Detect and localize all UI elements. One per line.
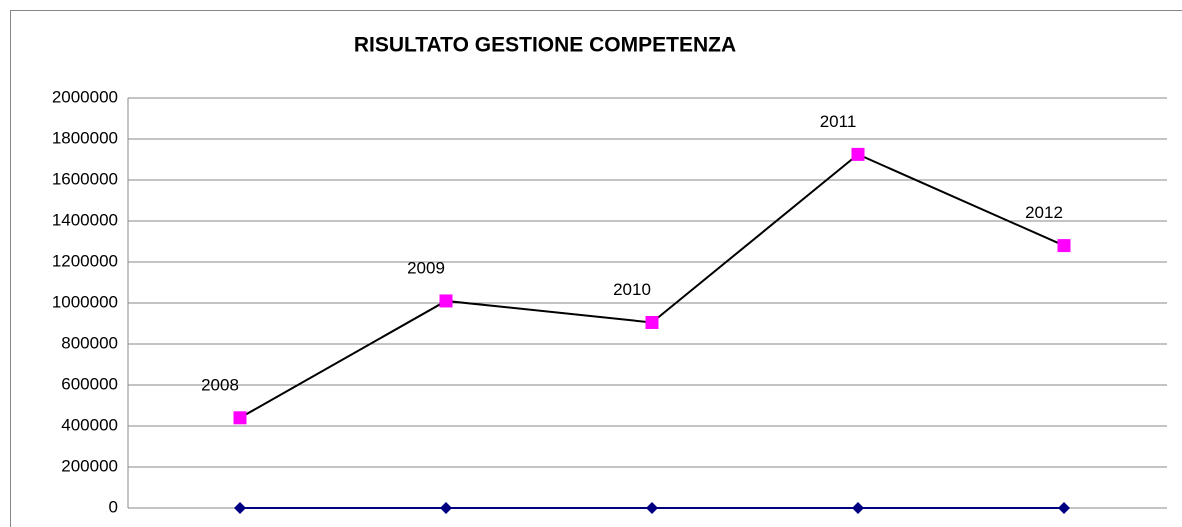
marker [646,502,658,514]
y-tick-label: 800000 [61,333,118,352]
y-tick-label: 1000000 [52,292,118,311]
y-tick-label: 0 [109,497,118,516]
marker [852,502,864,514]
y-tick-label: 1200000 [52,251,118,270]
chart-title: RISULTATO GESTIONE COMPETENZA [354,34,736,57]
data-label: 2008 [201,375,239,394]
marker [234,502,246,514]
marker [439,294,453,308]
y-tick-label: 400000 [61,415,118,434]
data-label: 2009 [407,258,445,277]
y-tick-label: 2000000 [52,87,118,106]
data-label: 2012 [1025,203,1063,222]
y-tick-label: 1800000 [52,128,118,147]
marker [233,411,247,425]
marker [645,315,659,329]
data-label: 2011 [820,112,857,131]
y-tick-label: 600000 [61,374,118,393]
data-label: 2010 [613,280,651,299]
marker [1057,239,1071,253]
marker [1058,502,1070,514]
chart-frame [10,10,1182,527]
y-tick-label: 1600000 [52,169,118,188]
marker [440,502,452,514]
y-tick-label: 1400000 [52,210,118,229]
y-tick-label: 200000 [61,456,118,475]
marker [851,147,865,161]
